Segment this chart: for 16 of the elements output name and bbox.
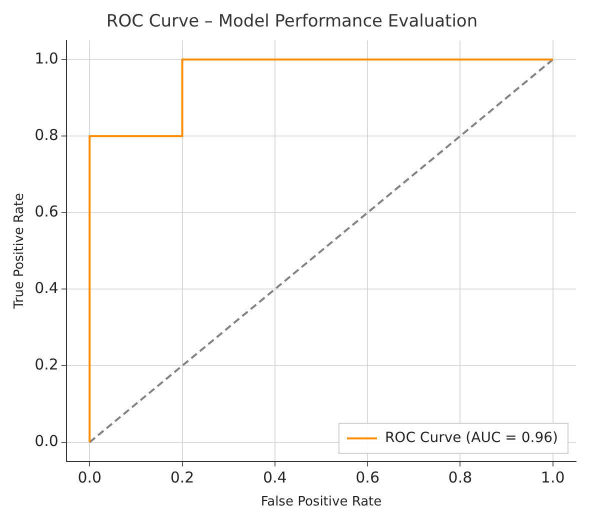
chart-title: ROC Curve – Model Performance Evaluation — [106, 12, 478, 32]
y-tick-label: 0.6 — [34, 202, 58, 221]
y-tick-label: 0.8 — [34, 126, 58, 144]
legend-label: ROC Curve (AUC = 0.96) — [384, 430, 558, 446]
y-axis-title: True Positive Rate — [12, 192, 28, 310]
x-tick-label: 0.0 — [78, 468, 102, 486]
x-tick-label: 0.8 — [448, 468, 472, 486]
y-tick-label: 1.0 — [34, 49, 58, 68]
y-tick-label: 0.0 — [34, 432, 58, 450]
x-tick-label: 1.0 — [540, 468, 565, 486]
x-tick-label: 0.6 — [356, 468, 380, 486]
x-axis-title: False Positive Rate — [260, 494, 382, 510]
x-tick-label: 0.2 — [170, 468, 194, 486]
y-tick-label: 0.4 — [34, 279, 58, 298]
y-tick-label: 0.2 — [34, 356, 58, 374]
x-tick-label: 0.4 — [262, 468, 287, 486]
